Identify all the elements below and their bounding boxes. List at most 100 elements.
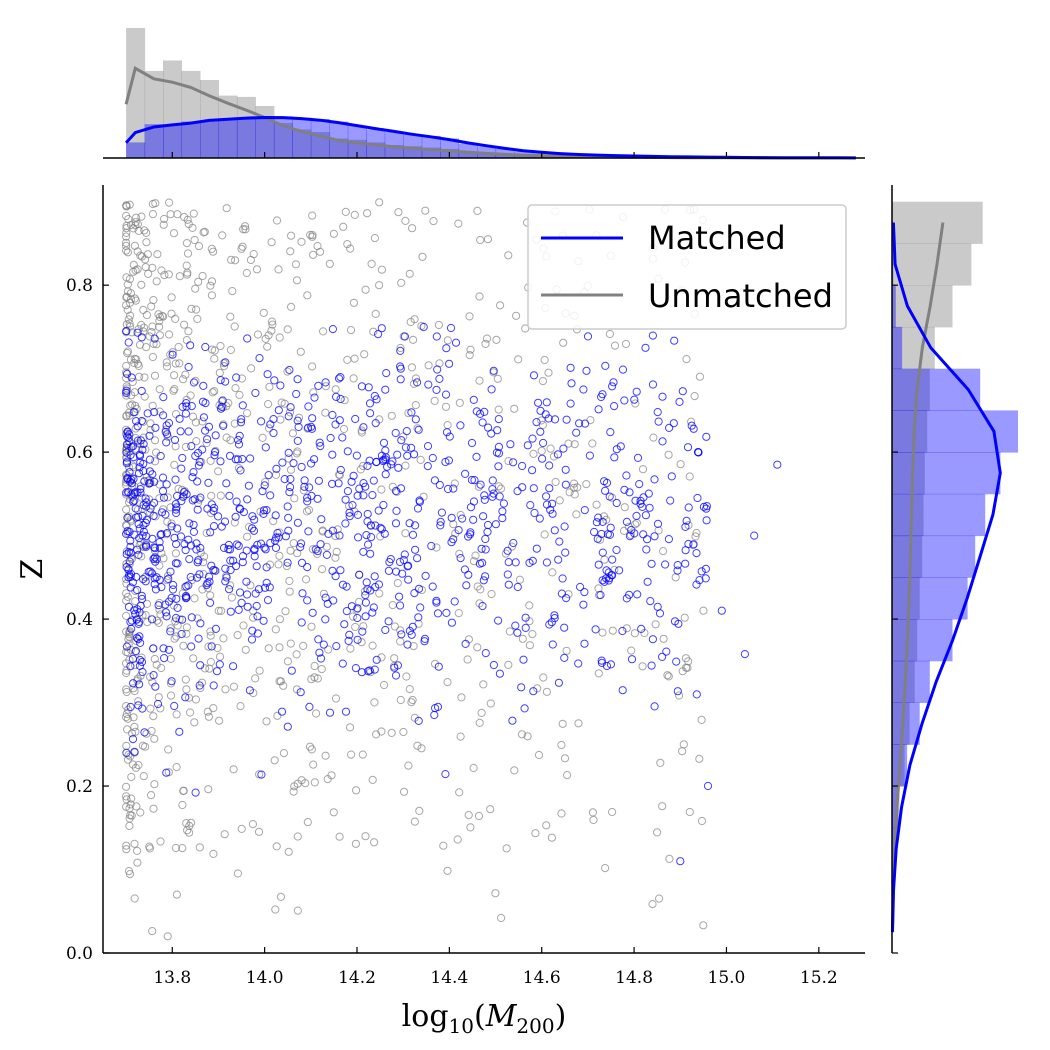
x-tick-label: 13.8	[153, 968, 191, 988]
matched-point	[238, 558, 247, 567]
unmatched-point	[390, 622, 399, 631]
unmatched-point	[182, 819, 191, 828]
unmatched-point	[443, 421, 452, 430]
unmatched-point	[145, 842, 154, 851]
matched-point	[198, 397, 208, 406]
unmatched-point	[339, 222, 348, 231]
unmatched-point	[173, 210, 182, 219]
unmatched-point	[206, 631, 215, 640]
unmatched-point	[265, 382, 274, 391]
y-tick-label: 0.8	[66, 276, 93, 296]
unmatched-point	[586, 416, 595, 425]
unmatched-point	[206, 281, 215, 290]
matched-point	[353, 491, 362, 500]
matched-point	[381, 446, 390, 455]
matched-point	[207, 642, 216, 651]
matched-point	[283, 722, 292, 731]
unmatched-point	[216, 491, 225, 500]
unmatched-point	[619, 526, 629, 536]
matched-point	[196, 619, 205, 628]
matched-point	[669, 419, 678, 428]
unmatched-point	[222, 204, 231, 213]
matched-point	[161, 608, 171, 617]
matched-point	[145, 455, 154, 464]
matched-point	[362, 578, 371, 587]
matched-point	[164, 645, 174, 654]
matched-point	[296, 543, 305, 552]
matched-point	[653, 408, 662, 417]
unmatched-point	[455, 549, 464, 558]
matched-point	[602, 661, 612, 671]
unmatched-point	[234, 464, 243, 473]
matched-point	[421, 571, 430, 581]
unmatched-point	[286, 247, 295, 256]
matched-point	[238, 455, 247, 464]
matched-point	[521, 613, 530, 622]
unmatched-point	[202, 438, 211, 448]
matched-point	[209, 681, 218, 690]
unmatched-point	[450, 479, 459, 488]
unmatched-point	[275, 333, 284, 342]
matched-point	[272, 464, 281, 473]
matched-point	[384, 617, 393, 626]
unmatched-point	[188, 223, 197, 232]
x-tick-label: 15.2	[800, 968, 838, 988]
matched-point	[407, 408, 416, 417]
matched-point	[642, 545, 651, 554]
unmatched-point	[493, 374, 502, 383]
matched-point	[150, 477, 159, 486]
matched-point	[605, 492, 614, 501]
matched-point	[435, 480, 444, 490]
unmatched-point	[140, 226, 149, 235]
matched-point	[476, 409, 485, 418]
unmatched-point	[170, 371, 179, 380]
unmatched-point	[687, 417, 696, 426]
unmatched-point	[680, 613, 689, 622]
matched-point	[437, 508, 446, 517]
unmatched-point	[157, 266, 166, 275]
right-marginal-panel	[890, 185, 1018, 954]
unmatched-point	[152, 277, 161, 286]
unmatched-point	[329, 229, 338, 238]
matched-point	[345, 512, 354, 521]
right-kde-matched-line	[891, 222, 1002, 933]
matched-point	[158, 508, 167, 517]
matched-point	[303, 497, 312, 506]
unmatched-point	[456, 510, 465, 520]
unmatched-point	[494, 405, 503, 414]
matched-point	[143, 409, 152, 418]
matched-point	[137, 594, 147, 604]
matched-point	[381, 470, 390, 479]
unmatched-point	[308, 231, 317, 240]
unmatched-point	[154, 693, 163, 702]
matched-point	[695, 576, 704, 585]
unmatched-point	[360, 350, 369, 359]
matched-point	[598, 517, 607, 527]
unmatched-point	[572, 510, 581, 519]
matched-point	[132, 417, 141, 426]
matched-point	[245, 686, 254, 695]
matched-point	[470, 476, 479, 485]
unmatched-point	[122, 228, 131, 237]
unmatched-point	[166, 654, 175, 664]
matched-point	[243, 334, 252, 343]
unmatched-point	[182, 623, 191, 632]
matched-point	[328, 450, 337, 459]
matched-point	[122, 748, 131, 757]
matched-point	[130, 496, 139, 505]
unmatched-point	[429, 217, 438, 226]
unmatched-point	[238, 242, 247, 251]
matched-point	[479, 576, 488, 585]
top-panel-ticks	[171, 152, 820, 158]
matched-point	[579, 385, 588, 394]
unmatched-point	[263, 342, 272, 351]
matched-point	[352, 451, 361, 460]
unmatched-point	[206, 657, 215, 667]
matched-point	[366, 409, 375, 418]
matched-point	[635, 480, 644, 489]
unmatched-point	[156, 610, 165, 619]
unmatched-point	[477, 708, 486, 718]
matched-point	[265, 583, 274, 592]
matched-point	[430, 476, 439, 485]
matched-point	[298, 589, 307, 598]
